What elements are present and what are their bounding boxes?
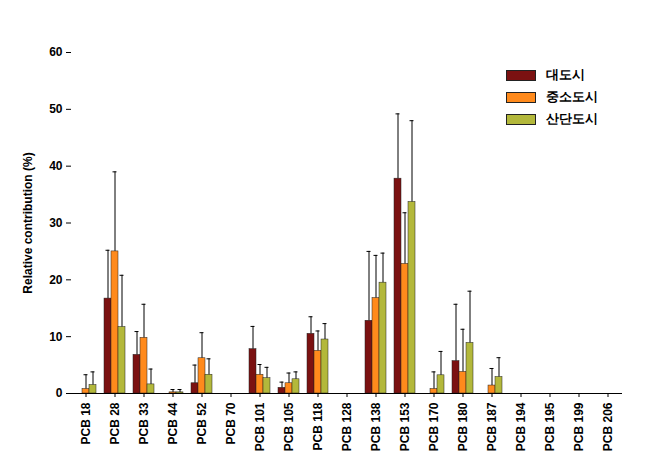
svg-text:PCB 52: PCB 52 (195, 402, 209, 444)
svg-text:50: 50 (49, 102, 63, 116)
svg-text:0: 0 (56, 386, 63, 400)
svg-text:PCB 170: PCB 170 (427, 402, 441, 451)
svg-text:PCB 105: PCB 105 (282, 402, 296, 451)
svg-text:PCB 153: PCB 153 (398, 402, 412, 451)
svg-text:PCB 187: PCB 187 (485, 402, 499, 451)
svg-text:PCB 101: PCB 101 (253, 402, 267, 451)
svg-text:60: 60 (49, 45, 63, 59)
svg-text:PCB 195: PCB 195 (543, 402, 557, 451)
svg-text:PCB 199: PCB 199 (572, 402, 586, 451)
svg-text:30: 30 (49, 216, 63, 230)
svg-text:PCB 128: PCB 128 (340, 402, 354, 451)
svg-text:20: 20 (49, 273, 63, 287)
svg-text:PCB 44: PCB 44 (166, 402, 180, 444)
svg-text:Relative contribution (%): Relative contribution (%) (21, 152, 35, 293)
html-text:대도시: 대도시 (546, 67, 585, 82)
svg-text:PCB 138: PCB 138 (369, 402, 383, 451)
svg-text:PCB 206: PCB 206 (601, 402, 615, 451)
svg-text:PCB 194: PCB 194 (514, 402, 528, 451)
svg-text:PCB 18: PCB 18 (79, 402, 93, 444)
html-text:산단도시: 산단도시 (546, 111, 598, 126)
svg-text:PCB 28: PCB 28 (108, 402, 122, 444)
svg-text:10: 10 (49, 330, 63, 344)
html-text:중소도시: 중소도시 (546, 89, 598, 104)
svg-text:40: 40 (49, 159, 63, 173)
svg-text:PCB 118: PCB 118 (311, 402, 325, 450)
svg-text:PCB 180: PCB 180 (456, 402, 470, 451)
svg-text:PCB 70: PCB 70 (224, 402, 238, 444)
svg-text:PCB 33: PCB 33 (137, 402, 151, 444)
